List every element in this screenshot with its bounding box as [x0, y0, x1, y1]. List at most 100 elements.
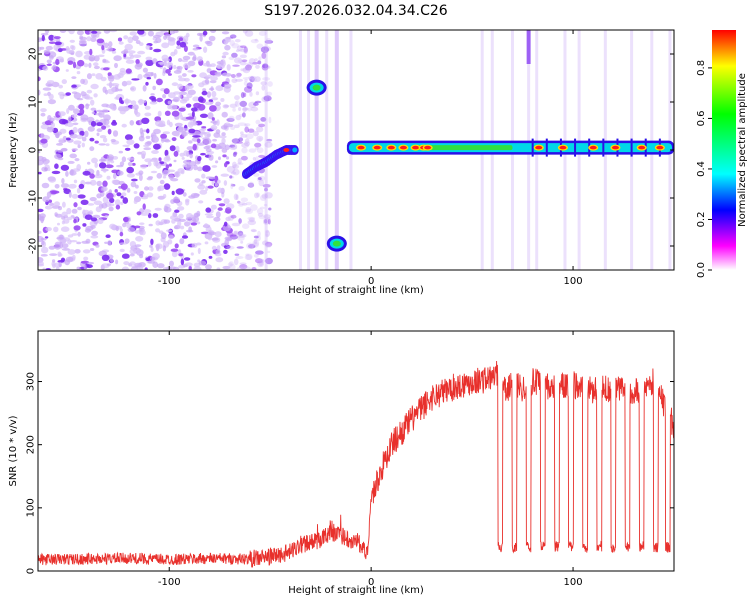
spectrogram-noise-speck	[123, 261, 130, 266]
spectrogram-noise-speck	[209, 176, 216, 180]
snr-y-tick-label: 200	[26, 435, 37, 454]
spectrogram-noise-speck	[76, 241, 82, 245]
spectrogram-noise-speck	[265, 241, 273, 247]
spectrogram-noise-speck	[233, 230, 239, 236]
spectrogram-noise-speck	[38, 208, 44, 213]
spectrogram-noise-speck	[260, 46, 269, 53]
spectrogram-noise-speck	[247, 182, 255, 188]
spectrogram-noise-speck	[38, 37, 43, 43]
spectrogram-noise-speck	[84, 130, 89, 138]
spectrogram-noise-speck	[121, 123, 127, 128]
spectrogram-noise-speck	[205, 148, 212, 153]
spectrogram-noise-speck	[259, 261, 263, 266]
spectrogram-noise-speck	[201, 90, 208, 96]
spectrogram-noise-speck	[260, 81, 268, 86]
spectrogram-noise-speck	[178, 107, 186, 112]
spectrogram-noise-speck	[115, 87, 119, 92]
spectrogram-noise-speck	[144, 112, 152, 117]
snr-x-tick-label: -100	[158, 577, 181, 588]
spectrogram-noise-speck	[117, 37, 123, 42]
spectrogram-noise-speck	[89, 173, 95, 179]
spectrogram-noise-speck	[73, 92, 82, 100]
spectrogram-noise-speck	[54, 163, 59, 169]
spectrogram-noise-speck	[249, 91, 253, 97]
spectrogram-noise-speck	[263, 214, 271, 219]
spectrogram-noise-speck	[177, 168, 185, 174]
spectrogram-noise-speck	[133, 143, 140, 149]
spectrogram-noise-speck	[52, 263, 56, 269]
spectrogram-noise-speck	[162, 266, 168, 270]
spectrogram-noise-speck	[173, 49, 178, 55]
spectrogram-noise-speck	[42, 65, 49, 71]
spectrogram-noise-speck	[72, 168, 81, 172]
spectrogram-noise-speck	[139, 127, 144, 135]
spectrogram-noise-speck	[81, 90, 85, 95]
spectrogram-carrier-peak	[387, 145, 395, 150]
spectrogram-noise-speck	[145, 59, 154, 66]
spectrogram-noise-speck	[137, 50, 146, 55]
spectrogram-noise-speck	[173, 70, 182, 74]
spectrogram-noise-speck	[103, 118, 110, 126]
spectrogram-noise-speck	[196, 210, 201, 217]
spectrogram-noise-speck	[237, 200, 241, 204]
spectrogram-noise-speck	[253, 235, 259, 239]
spectrogram-noise-speck	[174, 243, 179, 249]
spectrogram-noise-speck	[89, 179, 97, 186]
spectrogram-noise-speck	[138, 170, 144, 176]
spectrogram-noise-speck	[121, 253, 130, 259]
spectrogram-noise-speck	[68, 191, 72, 198]
spectrogram-noise-speck	[54, 184, 60, 189]
spectrogram-noise-speck	[126, 139, 135, 146]
spectrogram-noise-speck	[199, 35, 203, 42]
spectrogram-noise-speck	[61, 79, 67, 85]
spectrogram-noise-speck	[177, 220, 182, 227]
spectrogram-noise-speck	[145, 72, 154, 77]
spectrogram-noise-speck	[127, 161, 133, 167]
spectrogram-noise-speck	[215, 160, 219, 164]
spectrogram-noise-speck	[168, 163, 172, 167]
spectrogram-noise-speck	[242, 77, 252, 80]
spectrogram-noise-speck	[135, 112, 141, 117]
spectrogram-noise-speck	[238, 203, 244, 207]
spectrogram-noise-speck	[196, 142, 206, 146]
spectrogram-noise-speck	[137, 30, 145, 35]
spectrogram-noise-speck	[162, 94, 167, 99]
spectrogram-noise-speck	[188, 195, 196, 199]
spectrogram-noise-speck	[61, 211, 68, 218]
spectrogram-streak	[307, 30, 311, 270]
spectrogram-noise-speck	[147, 161, 152, 167]
spectrogram-noise-speck	[55, 266, 60, 270]
spectrogram-noise-speck	[47, 167, 51, 172]
spectrogram-noise-speck	[161, 42, 170, 49]
spectrogram-noise-speck	[237, 59, 243, 63]
spectrogram-noise-speck	[125, 68, 132, 74]
spectrogram-noise-speck	[178, 213, 184, 219]
spectrogram-streak	[298, 30, 302, 270]
spectrogram-noise-speck	[240, 155, 248, 161]
spectrogram-noise-speck	[129, 253, 135, 257]
spectrogram-noise-speck	[101, 45, 105, 51]
spectrogram-noise-speck	[178, 253, 183, 257]
spectrogram-noise-speck	[77, 59, 85, 67]
spectrogram-x-axis-label: Height of straight line (km)	[288, 285, 424, 296]
snr-x-axis-label: Height of straight line (km)	[288, 585, 424, 596]
spectrogram-noise-speck	[147, 30, 154, 37]
spectrogram-noise-speck	[199, 113, 208, 119]
spectrogram-noise-speck	[135, 59, 140, 65]
spectrogram-noise-speck	[238, 107, 242, 111]
spectrogram-noise-speck	[210, 124, 218, 131]
spectrogram-noise-speck	[169, 121, 173, 128]
spectrogram-noise-speck	[131, 162, 136, 166]
spectrogram-noise-speck	[69, 153, 77, 159]
spectrogram-peak	[283, 148, 290, 152]
spectrogram-noise-speck	[175, 145, 180, 152]
spectrogram-noise-speck	[142, 203, 146, 210]
spectrogram-noise-speck	[216, 119, 220, 126]
spectrogram-noise-speck	[66, 108, 70, 114]
spectrogram-noise-speck	[93, 93, 98, 98]
spectrogram-noise-speck	[141, 230, 146, 236]
spectrogram-y-tick-label: 20	[28, 48, 39, 61]
spectrogram-noise-speck	[243, 92, 247, 98]
spectrogram-noise-speck	[171, 137, 177, 142]
spectrogram-noise-speck	[85, 225, 94, 231]
